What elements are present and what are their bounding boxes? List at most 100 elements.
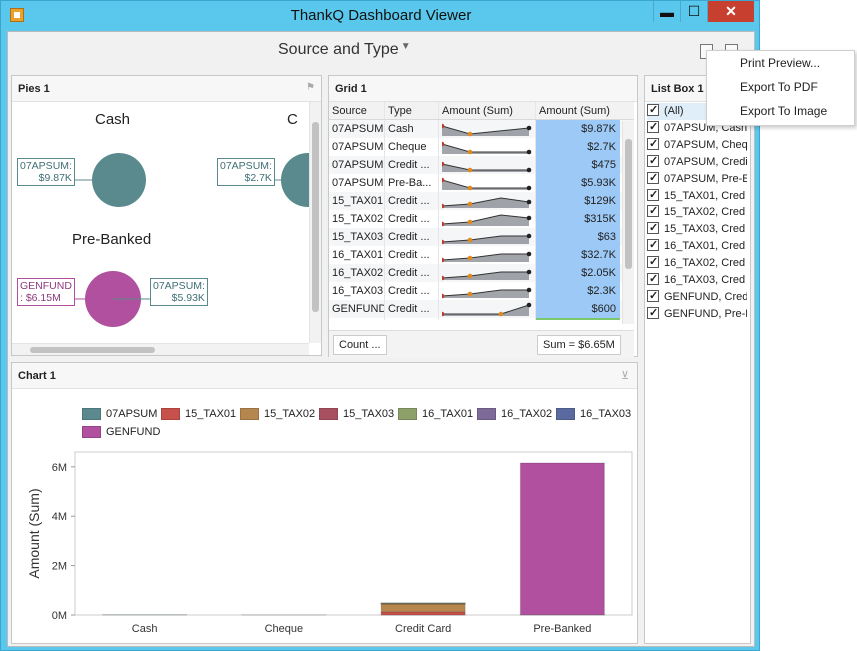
pies-vertical-scrollbar[interactable] bbox=[309, 102, 321, 343]
drill-up-icon[interactable]: ⚑ bbox=[306, 82, 315, 93]
table-row[interactable]: 07APSUM Cash $9.87K bbox=[329, 120, 634, 138]
listbox-item[interactable]: 16_TAX02, Cred bbox=[647, 255, 747, 272]
cell-type: Credit ... bbox=[385, 192, 439, 210]
listbox-item-label: 16_TAX02, Cred bbox=[664, 257, 746, 270]
cell-type: Credit ... bbox=[385, 246, 439, 264]
app-icon bbox=[10, 8, 24, 22]
checkbox[interactable] bbox=[647, 103, 659, 119]
cell-sparkline bbox=[439, 300, 536, 318]
checkbox[interactable] bbox=[647, 272, 659, 288]
cell-sparkline bbox=[439, 192, 536, 210]
checkbox[interactable] bbox=[647, 306, 659, 322]
listbox-item[interactable]: 07APSUM, Credi bbox=[647, 154, 747, 171]
legend-label: GENFUND bbox=[106, 426, 161, 438]
table-row[interactable]: 16_TAX01 Credit ... $32.7K bbox=[329, 246, 634, 264]
bar-chart: 0M 2M 4M 6M Amount (Sum) Cash Cheque Credit Car… bbox=[26, 451, 633, 635]
cell-sparkline bbox=[439, 174, 536, 192]
checkbox[interactable] bbox=[647, 188, 659, 204]
cell-source: GENFUND bbox=[329, 318, 385, 320]
minimize-button[interactable]: ▬ bbox=[653, 1, 680, 22]
listbox-item-label: 07APSUM, Pre-E bbox=[664, 172, 747, 185]
legend-item[interactable]: 15_TAX03 bbox=[319, 408, 394, 420]
cell-amount: $600 bbox=[536, 300, 620, 318]
table-row[interactable]: 16_TAX03 Credit ... $2.3K bbox=[329, 282, 634, 300]
checkbox[interactable] bbox=[647, 221, 659, 237]
checkbox[interactable] bbox=[647, 120, 659, 136]
maximize-button[interactable]: ☐ bbox=[680, 1, 707, 22]
col-sparkline-header[interactable]: Amount (Sum) bbox=[439, 102, 536, 119]
pies-hscroll-thumb[interactable] bbox=[30, 347, 155, 353]
pie-label-cash-line2: $9.87K bbox=[38, 172, 72, 184]
menu-item-export-image[interactable]: Export To Image bbox=[740, 104, 828, 118]
pie-label-cheque-line2: $2.7K bbox=[244, 172, 272, 184]
listbox-item[interactable]: 07APSUM, Cheq bbox=[647, 137, 747, 154]
checkbox[interactable] bbox=[647, 289, 659, 305]
pies-vscroll-thumb[interactable] bbox=[312, 122, 319, 312]
listbox-item[interactable]: 15_TAX03, Cred bbox=[647, 221, 747, 238]
pie-label-07apsum-prebanked: 07APSUM: $5.93K bbox=[150, 278, 208, 306]
pie-label-prebanked-line1: 07APSUM: bbox=[153, 280, 205, 292]
cell-type: Credit ... bbox=[385, 228, 439, 246]
checkbox[interactable] bbox=[647, 255, 659, 271]
grid-count-total[interactable]: Count ... bbox=[333, 335, 387, 355]
close-button[interactable]: ✕ bbox=[707, 1, 754, 22]
grid-vertical-scrollbar[interactable] bbox=[622, 121, 634, 324]
table-row[interactable]: 15_TAX03 Credit ... $63 bbox=[329, 228, 634, 246]
checkbox[interactable] bbox=[647, 154, 659, 170]
menu-item-export-pdf[interactable]: Export To PDF bbox=[740, 80, 818, 94]
cell-amount: $6.15M bbox=[536, 318, 620, 320]
dashboard-title: Source and Type ▼ bbox=[278, 41, 411, 59]
title-bar[interactable]: ThankQ Dashboard Viewer bbox=[1, 1, 761, 31]
legend-item[interactable]: 15_TAX02 bbox=[240, 408, 315, 420]
filter-icon[interactable]: ▼ bbox=[400, 41, 411, 52]
legend-label: 07APSUM bbox=[106, 408, 158, 420]
table-row[interactable]: 07APSUM Cheque $2.7K bbox=[329, 138, 634, 156]
menu-item-print-preview[interactable]: Print Preview... bbox=[740, 56, 821, 70]
checkbox[interactable] bbox=[647, 238, 659, 254]
pie-cash[interactable] bbox=[92, 153, 146, 207]
col-type-header[interactable]: Type bbox=[385, 102, 439, 119]
checkbox[interactable] bbox=[647, 204, 659, 220]
pie-cheque[interactable] bbox=[281, 153, 310, 207]
checkbox[interactable] bbox=[647, 137, 659, 153]
legend-item[interactable]: 16_TAX02 bbox=[477, 408, 552, 420]
col-source-header[interactable]: Source bbox=[329, 102, 385, 119]
listbox-item[interactable]: GENFUND, Cred bbox=[647, 289, 747, 306]
chart-panel-title: Chart 1 bbox=[12, 363, 637, 389]
listbox-item[interactable]: 07APSUM, Pre-E bbox=[647, 171, 747, 188]
legend-item[interactable]: 07APSUM bbox=[82, 408, 157, 420]
y-axis-title: Amount (Sum) bbox=[26, 488, 42, 578]
pie-label-cheque-line1: 07APSUM: bbox=[220, 160, 272, 172]
grid-sum-total[interactable]: Sum = $6.65M bbox=[537, 335, 621, 355]
cell-type: Cheque bbox=[385, 138, 439, 156]
listbox-item[interactable]: 16_TAX01, Cred bbox=[647, 238, 747, 255]
grid-header-row: Source Type Amount (Sum) Amount (Sum) bbox=[329, 102, 634, 120]
table-row[interactable]: 07APSUM Pre-Ba... $5.93K bbox=[329, 174, 634, 192]
legend-item[interactable]: 16_TAX03 bbox=[556, 408, 631, 420]
pies-horizontal-scrollbar[interactable] bbox=[12, 343, 309, 355]
listbox-item[interactable]: 15_TAX01, Cred bbox=[647, 188, 747, 205]
table-row[interactable]: 07APSUM Credit ... $475 bbox=[329, 156, 634, 174]
col-amount-header[interactable]: Amount (Sum) bbox=[536, 102, 620, 119]
listbox-item[interactable]: 16_TAX03, Cred bbox=[647, 272, 747, 289]
legend-item[interactable]: 16_TAX01 bbox=[398, 408, 473, 420]
table-row[interactable]: GENFUND Credit ... $600 bbox=[329, 300, 634, 318]
checkbox[interactable] bbox=[647, 171, 659, 187]
app-window: ThankQ Dashboard Viewer Source and Type ▼… bbox=[0, 0, 760, 651]
legend-swatch bbox=[477, 408, 496, 420]
y-tick-label: 2M bbox=[52, 561, 67, 573]
legend-swatch bbox=[398, 408, 417, 420]
listbox-item-label: (All) bbox=[664, 105, 684, 117]
legend-item[interactable]: 15_TAX01 bbox=[161, 408, 236, 420]
cell-source: 07APSUM bbox=[329, 174, 385, 192]
table-row[interactable]: 15_TAX02 Credit ... $315K bbox=[329, 210, 634, 228]
table-row[interactable]: 16_TAX02 Credit ... $2.05K bbox=[329, 264, 634, 282]
table-row[interactable]: GENFUNDPre-B... $6.15M bbox=[329, 318, 634, 320]
listbox-item[interactable]: 15_TAX02, Cred bbox=[647, 204, 747, 221]
table-row[interactable]: 15_TAX01 Credit ... $129K bbox=[329, 192, 634, 210]
legend-item[interactable]: GENFUND bbox=[82, 426, 160, 438]
clear-filter-icon[interactable]: ⊻ bbox=[620, 370, 629, 382]
listbox-item[interactable]: GENFUND, Pre-E bbox=[647, 306, 747, 323]
legend-swatch bbox=[82, 426, 101, 438]
grid-vscroll-thumb[interactable] bbox=[625, 139, 632, 269]
